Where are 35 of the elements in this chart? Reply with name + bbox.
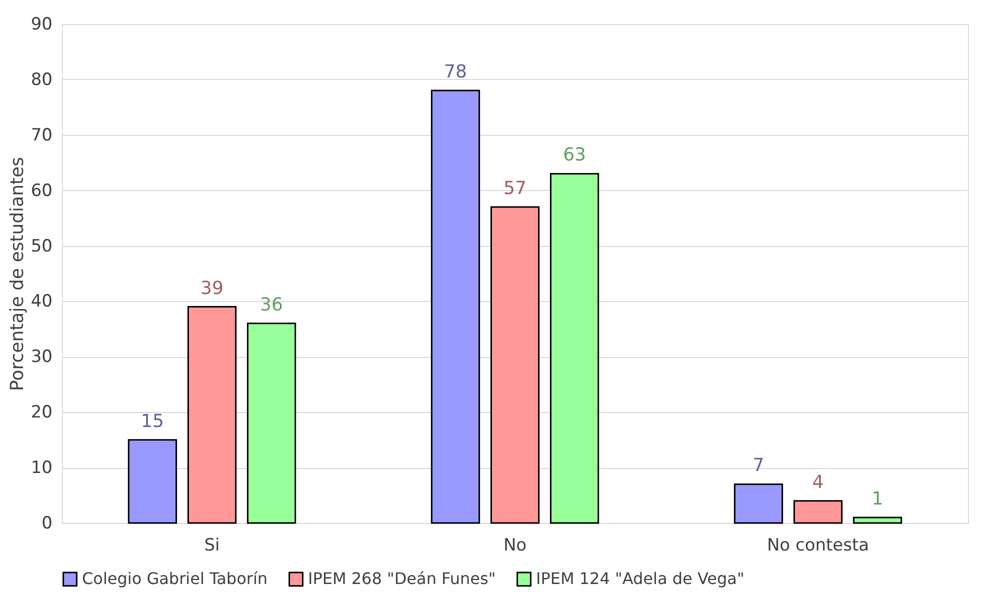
y-tick-label: 0 bbox=[42, 514, 52, 534]
y-tick-label: 70 bbox=[30, 125, 52, 146]
y-tick-label: 40 bbox=[30, 292, 52, 312]
data-label: 39 bbox=[200, 278, 224, 299]
data-label: 63 bbox=[563, 144, 586, 166]
y-tick-label: 90 bbox=[30, 14, 52, 34]
bar bbox=[852, 516, 902, 524]
legend-label: IPEM 124 "Adela de Vega" bbox=[536, 569, 744, 588]
y-tick-label: 20 bbox=[30, 402, 52, 423]
bar bbox=[187, 306, 237, 524]
y-tick-label: 80 bbox=[30, 70, 52, 90]
legend-label: Colegio Gabriel Taborín bbox=[82, 569, 268, 588]
x-tick-label: No bbox=[503, 536, 527, 556]
x-tick-label: Si bbox=[204, 536, 220, 556]
y-axis-title: Porcentaje de estudiantes bbox=[6, 156, 28, 392]
bar bbox=[734, 483, 784, 524]
bar bbox=[490, 206, 540, 524]
y-tick-label: 60 bbox=[30, 180, 52, 201]
y-tick-label: 30 bbox=[30, 347, 52, 368]
legend-label: IPEM 268 "Deán Funes" bbox=[308, 569, 496, 588]
bar bbox=[128, 439, 178, 524]
data-label: 36 bbox=[260, 294, 283, 316]
bar bbox=[550, 172, 600, 524]
data-label: 1 bbox=[872, 488, 884, 510]
bar bbox=[246, 322, 296, 524]
x-tick-label: No contesta bbox=[766, 536, 870, 556]
data-label: 15 bbox=[141, 410, 164, 432]
y-tick-label: 10 bbox=[30, 458, 52, 478]
bar bbox=[430, 90, 480, 524]
data-label: 57 bbox=[504, 178, 526, 199]
y-tick-label: 50 bbox=[30, 236, 52, 256]
data-label: 4 bbox=[812, 472, 824, 493]
data-label: 78 bbox=[444, 62, 467, 83]
bar bbox=[793, 500, 843, 524]
data-label: 7 bbox=[752, 455, 764, 476]
